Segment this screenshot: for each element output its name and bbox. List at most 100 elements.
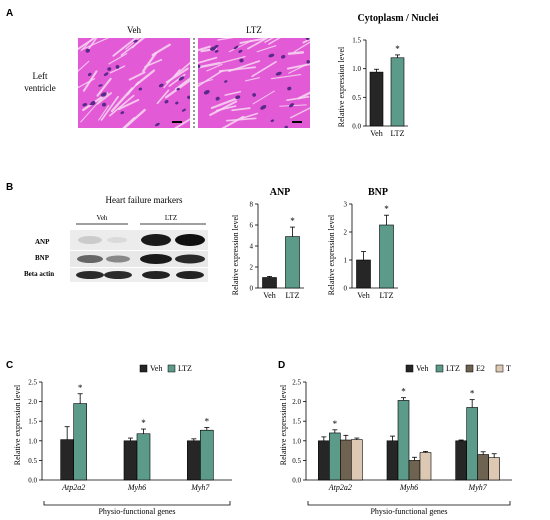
y-tick-label: 1.5 bbox=[28, 418, 37, 426]
tissue-fiber bbox=[100, 95, 119, 121]
band-anp-ltz-2 bbox=[175, 234, 205, 246]
x-tick-label-myh7: Myh7 bbox=[468, 483, 488, 492]
nucleus bbox=[233, 45, 239, 50]
tissue-fiber bbox=[168, 73, 186, 87]
bar-myh7-e2 bbox=[477, 454, 489, 481]
histology-image-ltz bbox=[198, 38, 310, 128]
nucleus bbox=[164, 99, 169, 104]
nucleus bbox=[133, 39, 138, 43]
nucleus bbox=[224, 80, 228, 83]
nucleus bbox=[158, 83, 164, 88]
band-anp-veh-1 bbox=[78, 236, 102, 244]
significance-star-ltz: * bbox=[384, 204, 389, 214]
row-label-left: Left bbox=[33, 71, 48, 81]
histology-texture-veh bbox=[78, 38, 190, 128]
y-tick-label: 8 bbox=[250, 201, 254, 209]
tissue-fiber bbox=[128, 71, 146, 81]
bar-myh7-veh bbox=[187, 440, 201, 481]
tissue-fiber bbox=[198, 56, 218, 64]
tissue-fiber bbox=[209, 100, 238, 116]
nucleus bbox=[101, 102, 107, 107]
blot-strip-anp bbox=[70, 230, 208, 250]
chart-c-ylabel: Relative expression level bbox=[13, 384, 22, 465]
western-blot bbox=[70, 230, 208, 282]
x-tick-label-myh6: Myh6 bbox=[399, 483, 418, 492]
scale-bar-veh bbox=[172, 121, 182, 123]
histology-image-veh bbox=[78, 38, 190, 128]
bar-veh bbox=[356, 259, 371, 289]
legend-swatch-veh bbox=[405, 364, 414, 373]
bar-myh6-veh bbox=[386, 440, 399, 481]
tissue-fiber bbox=[302, 38, 310, 44]
nucleus bbox=[187, 95, 190, 100]
bar-atp2a2-veh bbox=[318, 440, 330, 481]
histology-texture-ltz bbox=[198, 38, 310, 128]
significance-star-myh6-ltz: * bbox=[141, 418, 146, 428]
nucleus bbox=[120, 111, 125, 115]
chart-bnp: 0 1 2 3 Veh * LTZ bbox=[344, 201, 398, 300]
significance-star-myh6-ltz: * bbox=[401, 387, 406, 397]
nucleus bbox=[214, 49, 219, 53]
bar-myh6-ltz bbox=[136, 433, 151, 481]
chart-d-bracket-label: Physio-functional genes bbox=[370, 507, 447, 516]
bar-veh bbox=[262, 277, 277, 289]
tissue-fiber bbox=[109, 94, 135, 117]
tissue-fiber bbox=[219, 55, 246, 64]
x-tick-label-myh7: Myh7 bbox=[190, 483, 210, 492]
bar-myh7-ltz bbox=[466, 407, 478, 481]
nucleus bbox=[85, 48, 90, 53]
bar-myh6-e2 bbox=[408, 460, 421, 481]
legend-swatch-t bbox=[495, 364, 504, 373]
y-tick-label: 2 bbox=[344, 229, 348, 237]
tissue-fiber bbox=[175, 61, 190, 76]
nucleus bbox=[289, 103, 295, 108]
y-tick-label: 2.0 bbox=[292, 398, 301, 406]
bar-myh7-veh bbox=[455, 440, 467, 481]
tissue-fiber bbox=[206, 63, 223, 72]
y-tick-label: 1 bbox=[344, 257, 348, 265]
blot-strip-beta-actin bbox=[70, 268, 208, 282]
tissue-fiber bbox=[80, 96, 104, 123]
legend-label-ltz: LTZ bbox=[446, 364, 460, 373]
tissue-fiber bbox=[78, 38, 97, 50]
tissue-fiber bbox=[78, 60, 90, 72]
gene-group-bracket bbox=[307, 501, 511, 506]
tissue-fiber bbox=[198, 61, 221, 69]
nucleus bbox=[239, 58, 244, 63]
tissue-fiber bbox=[240, 112, 259, 120]
blot-row-label-anp: ANP bbox=[35, 238, 50, 246]
nucleus bbox=[98, 84, 103, 87]
tissue-fiber bbox=[117, 98, 140, 111]
tissue-fiber bbox=[131, 38, 144, 49]
band-anp-ltz-1 bbox=[141, 234, 171, 246]
tissue-fiber bbox=[224, 90, 241, 96]
panel-b-letter: B bbox=[6, 182, 13, 193]
legend-label-ltz: LTZ bbox=[178, 364, 192, 373]
chart-anp-ylabel: Relative expression level bbox=[231, 214, 240, 295]
chart-d: 0.0 0.5 1.0 1.5 2.0 2.5 * Atp2a2 * Myh6 * Myh7 Veh LT… bbox=[292, 364, 512, 506]
tissue-fiber bbox=[135, 69, 156, 86]
blot-row-label-bnp: BNP bbox=[35, 254, 50, 262]
tissue-fiber bbox=[217, 38, 235, 41]
tissue-fiber bbox=[268, 38, 281, 45]
nucleus bbox=[178, 76, 185, 81]
tissue-fiber bbox=[164, 78, 190, 99]
chart-c: 0.0 0.5 1.0 1.5 2.0 2.5 * Atp2a2 * Myh6 * Myh7 Veh LT… bbox=[28, 364, 232, 506]
nucleus bbox=[107, 67, 112, 71]
nucleus bbox=[87, 72, 92, 77]
nucleus bbox=[198, 64, 201, 69]
bar-ltz bbox=[390, 57, 405, 127]
row-label-ventricle: ventricle bbox=[24, 83, 55, 93]
y-tick-label: 1.0 bbox=[28, 437, 37, 445]
tissue-fiber bbox=[125, 38, 140, 50]
nucleus bbox=[181, 108, 187, 112]
scale-bar-ltz bbox=[292, 121, 302, 123]
chart-bnp-title: BNP bbox=[368, 187, 388, 198]
tissue-fiber bbox=[81, 38, 110, 51]
tissue-fiber bbox=[264, 38, 275, 43]
nucleus bbox=[154, 122, 160, 127]
band-bnp-ltz-2 bbox=[175, 254, 205, 264]
band-actin-2 bbox=[104, 271, 132, 279]
bar-atp2a2-ltz bbox=[73, 403, 87, 481]
y-tick-label: 2.5 bbox=[28, 379, 37, 387]
